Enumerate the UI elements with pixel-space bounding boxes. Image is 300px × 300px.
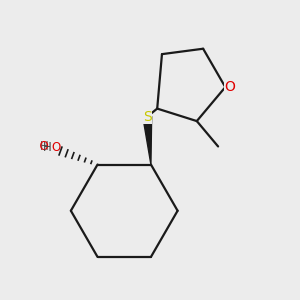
Text: O: O: [32, 140, 49, 153]
Polygon shape: [143, 116, 152, 164]
Text: S: S: [143, 110, 152, 124]
Text: O: O: [224, 80, 235, 94]
Text: O: O: [51, 141, 61, 154]
Text: H: H: [43, 141, 51, 154]
Text: H: H: [40, 140, 49, 153]
